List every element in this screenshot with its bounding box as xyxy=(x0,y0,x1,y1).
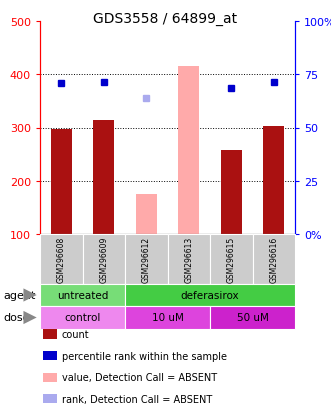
Bar xyxy=(51,130,72,235)
Text: untreated: untreated xyxy=(57,290,108,300)
Text: GSM296612: GSM296612 xyxy=(142,236,151,282)
Bar xyxy=(136,195,157,235)
Bar xyxy=(178,67,199,235)
Text: percentile rank within the sample: percentile rank within the sample xyxy=(62,351,226,361)
Text: count: count xyxy=(62,329,89,339)
Text: control: control xyxy=(64,313,101,323)
Text: rank, Detection Call = ABSENT: rank, Detection Call = ABSENT xyxy=(62,394,212,404)
Bar xyxy=(221,150,242,235)
Text: deferasirox: deferasirox xyxy=(181,290,239,300)
Text: dose: dose xyxy=(3,313,30,323)
Text: GSM296609: GSM296609 xyxy=(99,236,108,282)
Text: 50 uM: 50 uM xyxy=(237,313,268,323)
Text: GDS3558 / 64899_at: GDS3558 / 64899_at xyxy=(93,12,238,26)
Text: GSM296608: GSM296608 xyxy=(57,236,66,282)
Text: value, Detection Call = ABSENT: value, Detection Call = ABSENT xyxy=(62,372,217,382)
Bar xyxy=(263,127,284,235)
Text: GSM296613: GSM296613 xyxy=(184,236,193,282)
Text: GSM296615: GSM296615 xyxy=(227,236,236,282)
Text: agent: agent xyxy=(3,290,36,300)
Bar xyxy=(93,121,115,235)
Text: 10 uM: 10 uM xyxy=(152,313,183,323)
Text: GSM296616: GSM296616 xyxy=(269,236,278,282)
